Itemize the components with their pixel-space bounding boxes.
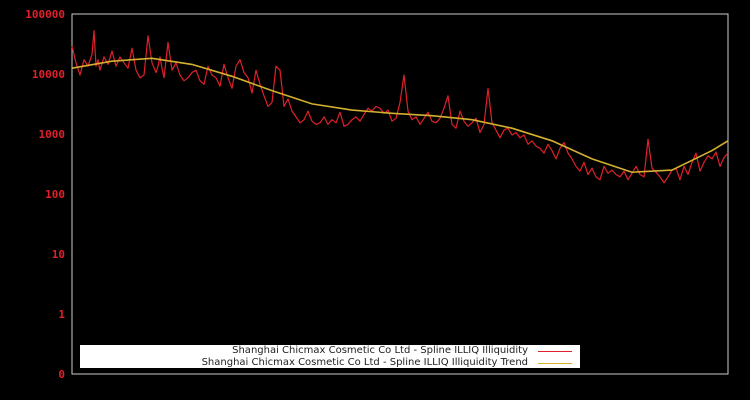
y-tick-label: 1000 xyxy=(38,128,66,141)
plot-area xyxy=(71,13,729,375)
y-tick-label: 10000 xyxy=(31,68,65,81)
y-tick-label: 0 xyxy=(58,368,65,381)
y-tick-label: 100000 xyxy=(25,8,65,21)
illiquidity-trend-line xyxy=(71,57,729,174)
illiquidity-line xyxy=(71,30,729,184)
legend-item-illiquidity: Shanghai Chicmax Cosmetic Co Ltd - Splin… xyxy=(232,345,580,357)
y-tick-label: 1 xyxy=(58,308,65,321)
legend: Shanghai Chicmax Cosmetic Co Ltd - Splin… xyxy=(80,345,580,368)
y-tick-label: 10 xyxy=(51,248,65,261)
legend-label: Shanghai Chicmax Cosmetic Co Ltd - Splin… xyxy=(232,345,528,356)
legend-item-trend: Shanghai Chicmax Cosmetic Co Ltd - Splin… xyxy=(202,357,580,369)
y-tick-label: 100 xyxy=(45,188,65,201)
legend-swatch-gold xyxy=(538,362,572,364)
legend-label: Shanghai Chicmax Cosmetic Co Ltd - Splin… xyxy=(201,357,528,368)
legend-swatch-red xyxy=(538,350,572,352)
